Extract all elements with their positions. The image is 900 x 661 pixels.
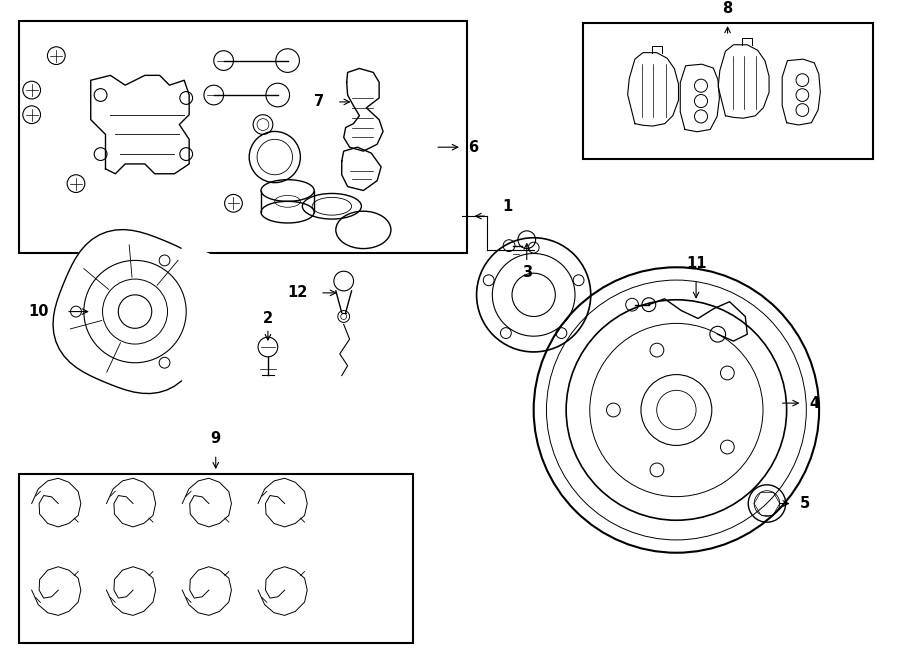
Polygon shape <box>344 69 383 151</box>
Polygon shape <box>680 64 719 132</box>
Polygon shape <box>183 243 229 381</box>
Polygon shape <box>782 59 820 125</box>
Text: 3: 3 <box>522 264 532 280</box>
Polygon shape <box>718 45 769 118</box>
Polygon shape <box>53 229 203 393</box>
Text: 1: 1 <box>502 199 512 214</box>
Bar <box>19 21 467 253</box>
Bar <box>583 23 873 159</box>
Polygon shape <box>627 53 679 126</box>
Polygon shape <box>342 147 381 190</box>
Text: 9: 9 <box>211 432 220 446</box>
Text: 4: 4 <box>809 396 819 410</box>
Text: 5: 5 <box>799 496 810 511</box>
Text: 8: 8 <box>723 1 733 17</box>
Polygon shape <box>91 75 189 174</box>
Text: 2: 2 <box>263 311 273 326</box>
Text: 12: 12 <box>287 286 307 300</box>
Circle shape <box>534 267 819 553</box>
Text: 6: 6 <box>468 139 478 155</box>
Text: 10: 10 <box>28 304 49 319</box>
Text: 7: 7 <box>314 95 324 110</box>
Bar <box>19 474 412 643</box>
Text: 11: 11 <box>686 256 706 271</box>
